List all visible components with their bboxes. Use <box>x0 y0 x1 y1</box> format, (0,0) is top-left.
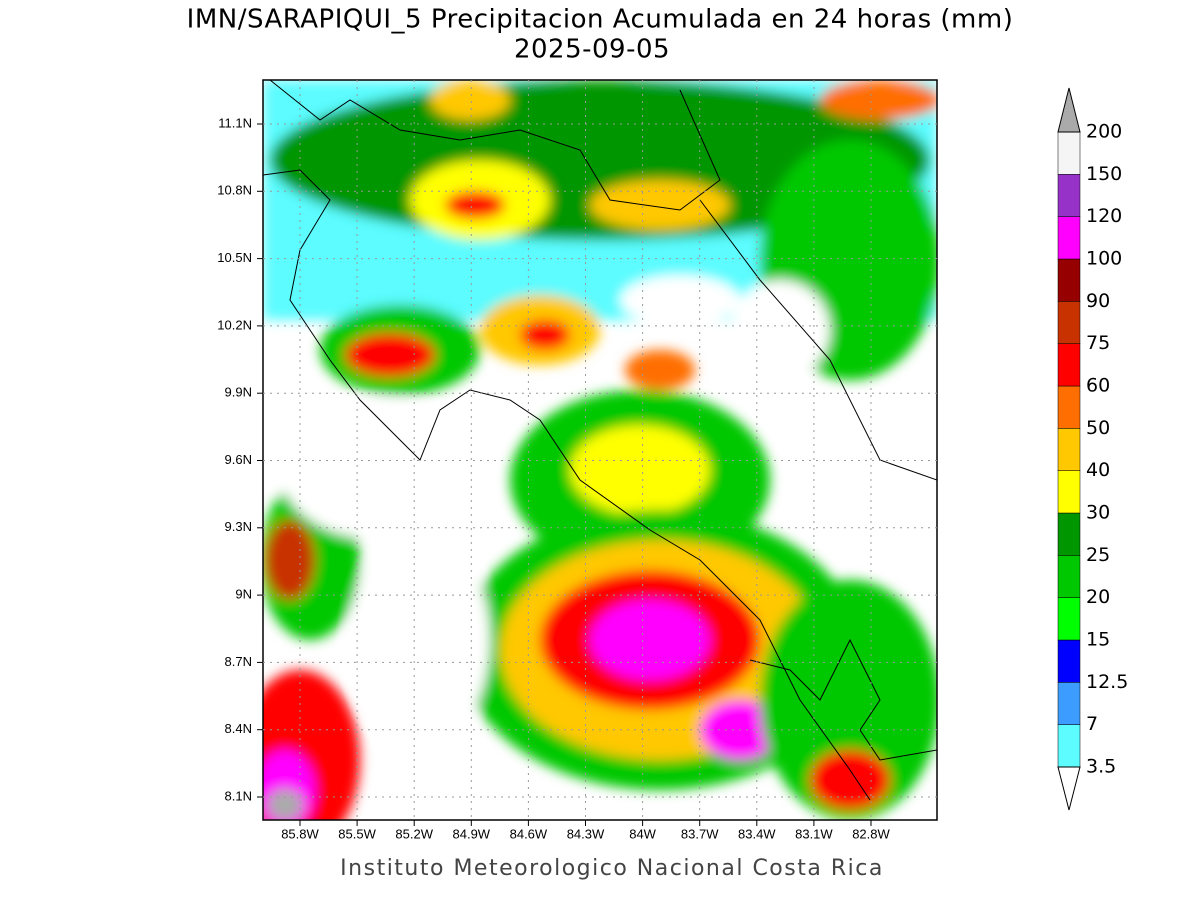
colorbar-band <box>1057 639 1081 683</box>
colorbar-band <box>1057 555 1081 598</box>
lat-tick-label: 8.1N <box>225 788 252 803</box>
colorbar-band <box>1057 174 1081 217</box>
colorbar-band <box>1057 343 1081 387</box>
lon-tick-label: 83.7W <box>681 826 719 841</box>
colorbar-band <box>1057 682 1081 725</box>
colorbar-label: 40 <box>1086 459 1110 481</box>
title: IMN/SARAPIQUI_5 Precipitacion Acumulada … <box>187 5 1014 35</box>
lat-tick-label: 10.2N <box>217 317 252 332</box>
colorbar-label: 120 <box>1086 205 1122 227</box>
lat-tick-label: 10.5N <box>217 250 252 265</box>
colorbar-label: 3.5 <box>1086 756 1116 778</box>
colorbar-band <box>1057 428 1081 471</box>
colorbar-label: 200 <box>1086 121 1122 143</box>
lon-tick-label: 84.3W <box>567 826 605 841</box>
colorbar-label: 12.5 <box>1086 671 1128 693</box>
colorbar-label: 150 <box>1086 163 1122 185</box>
lat-tick-label: 9N <box>235 587 252 602</box>
lon-tick-label: 84.6W <box>510 826 548 841</box>
colorbar-band <box>1057 301 1081 344</box>
lat-tick-label: 9.6N <box>225 452 252 467</box>
colorbar-band <box>1057 470 1081 514</box>
lon-tick-label: 85.8W <box>281 826 319 841</box>
colorbar-label: 30 <box>1086 502 1110 524</box>
lat-tick-label: 8.4N <box>225 721 252 736</box>
colorbar-band <box>1057 385 1081 429</box>
lat-tick-label: 11.1N <box>218 115 252 130</box>
colorbar-label: 15 <box>1086 629 1110 651</box>
lat-tick-label: 8.7N <box>225 654 252 669</box>
lon-tick-label: 84.9W <box>453 826 491 841</box>
colorbar-label: 20 <box>1086 586 1110 608</box>
colorbar-label: 50 <box>1086 417 1110 439</box>
colorbar-label: 75 <box>1086 332 1110 354</box>
colorbar-label: 7 <box>1086 713 1098 735</box>
colorbar-above <box>1057 87 1081 133</box>
colorbar-label: 60 <box>1086 375 1110 397</box>
lon-tick-label: 83.4W <box>738 826 776 841</box>
lon-tick-label: 85.5W <box>338 826 376 841</box>
colorbar-label: 90 <box>1086 290 1110 312</box>
lat-tick-label: 9.3N <box>225 519 252 534</box>
colorbar-band <box>1057 597 1081 641</box>
colorbar-label: 100 <box>1086 248 1122 270</box>
lat-tick-label: 9.9N <box>225 385 252 400</box>
footer: Instituto Meteorologico Nacional Costa R… <box>340 856 884 881</box>
colorbar-below <box>1057 766 1081 811</box>
lon-tick-label: 83.1W <box>795 826 833 841</box>
colorbar-band <box>1057 216 1081 260</box>
colorbar-label: 25 <box>1086 544 1110 566</box>
colorbar-band <box>1057 512 1081 556</box>
map-frame <box>262 79 938 821</box>
colorbar-band <box>1057 724 1081 768</box>
colorbar-band <box>1057 131 1081 175</box>
date: 2025-09-05 <box>514 35 670 65</box>
lon-tick-label: 85.2W <box>395 826 433 841</box>
precip-field <box>263 80 937 820</box>
colorbar-band <box>1057 258 1081 302</box>
lat-tick-label: 10.8N <box>217 183 252 198</box>
lon-tick-label: 82.8W <box>852 826 890 841</box>
lon-tick-label: 84W <box>629 826 656 841</box>
